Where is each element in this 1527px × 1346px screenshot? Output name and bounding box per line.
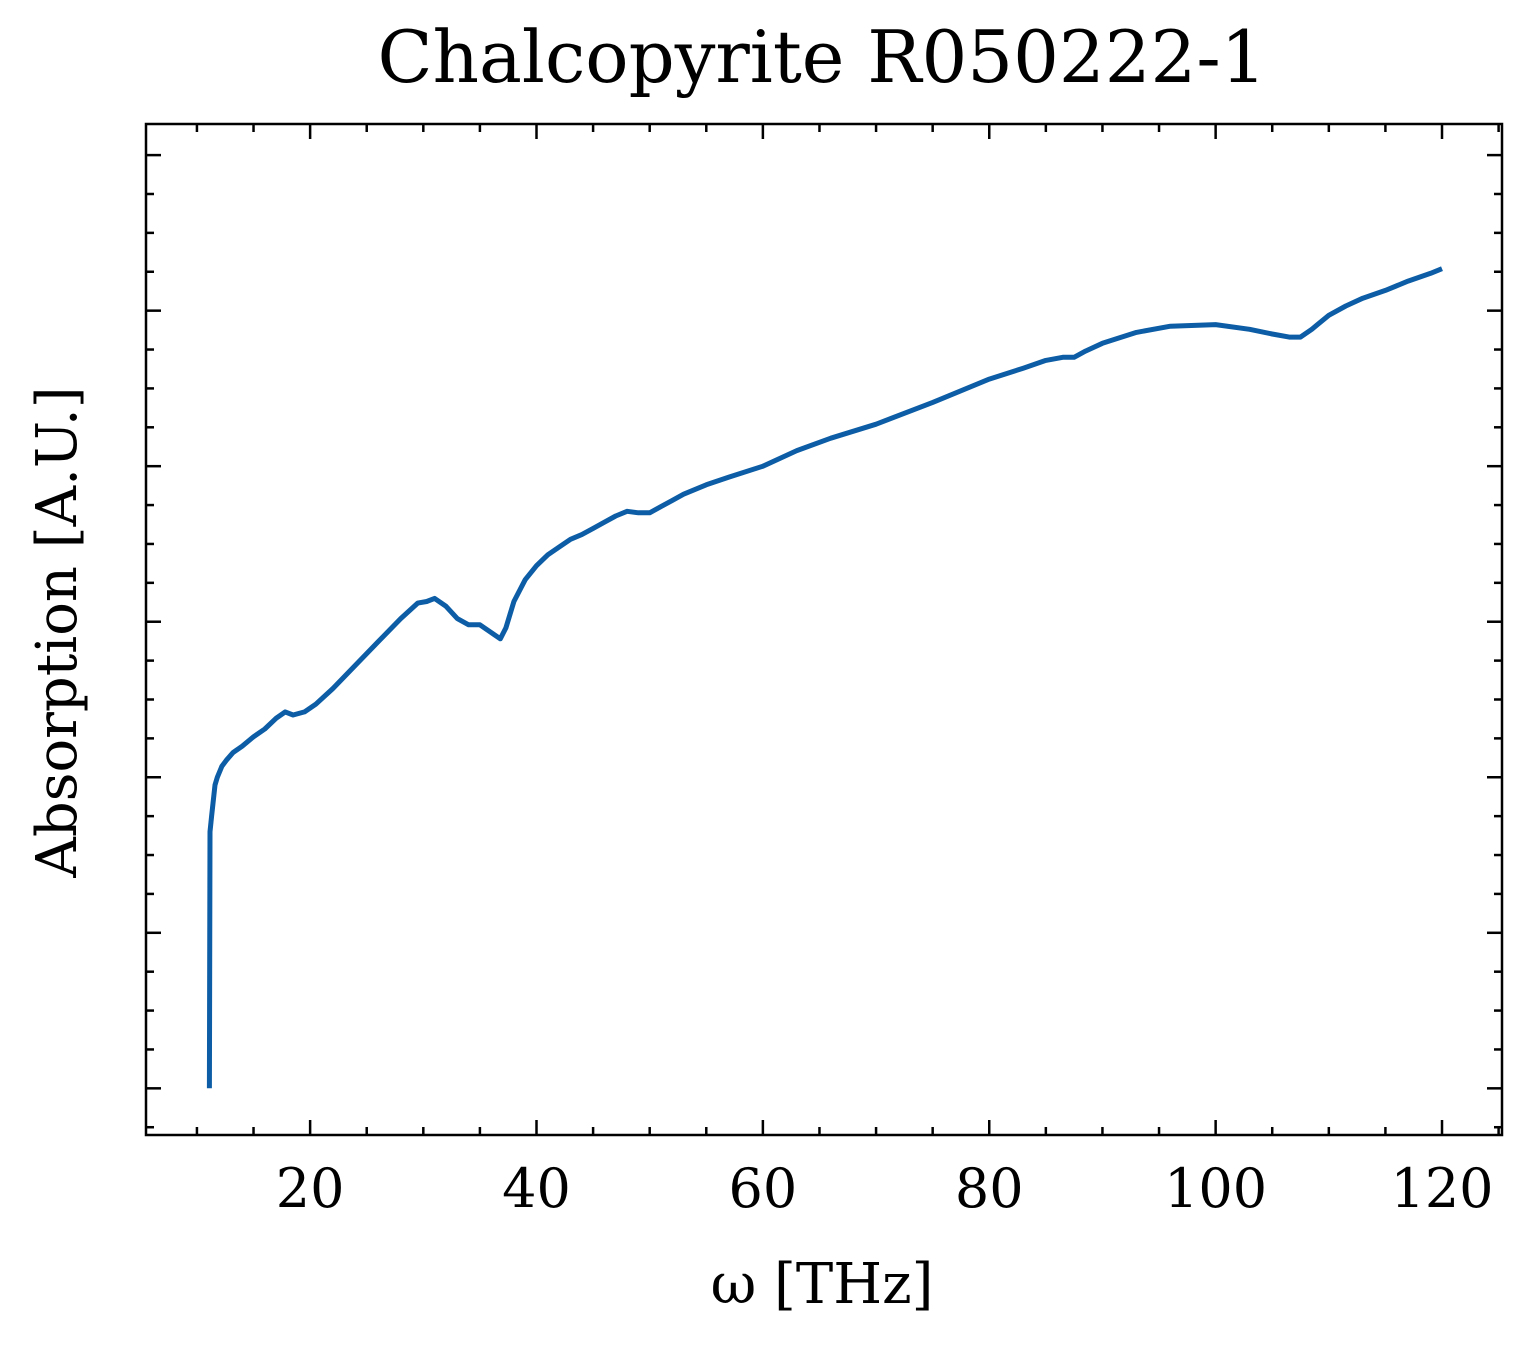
y-axis-label: Absorption [A.U.] — [25, 386, 90, 878]
x-tick-label: 80 — [955, 1157, 1024, 1220]
series-layer — [206, 266, 1443, 1089]
x-tick-label: 120 — [1390, 1157, 1493, 1220]
x-tick-label: 40 — [502, 1157, 571, 1220]
chart-title: Chalcopyrite R050222-1 — [378, 15, 1267, 99]
x-tick-label: 20 — [276, 1157, 345, 1220]
x-tick-labels: 20 40 60 80 100 120 — [276, 1157, 1494, 1220]
x-axis-label: ω [THz] — [711, 1252, 934, 1317]
plot-frame — [144, 122, 1504, 1137]
series-line — [206, 266, 1443, 1089]
axis-ticks — [146, 124, 1502, 1135]
x-tick-label: 100 — [1164, 1157, 1267, 1220]
x-tick-label: 60 — [729, 1157, 798, 1220]
